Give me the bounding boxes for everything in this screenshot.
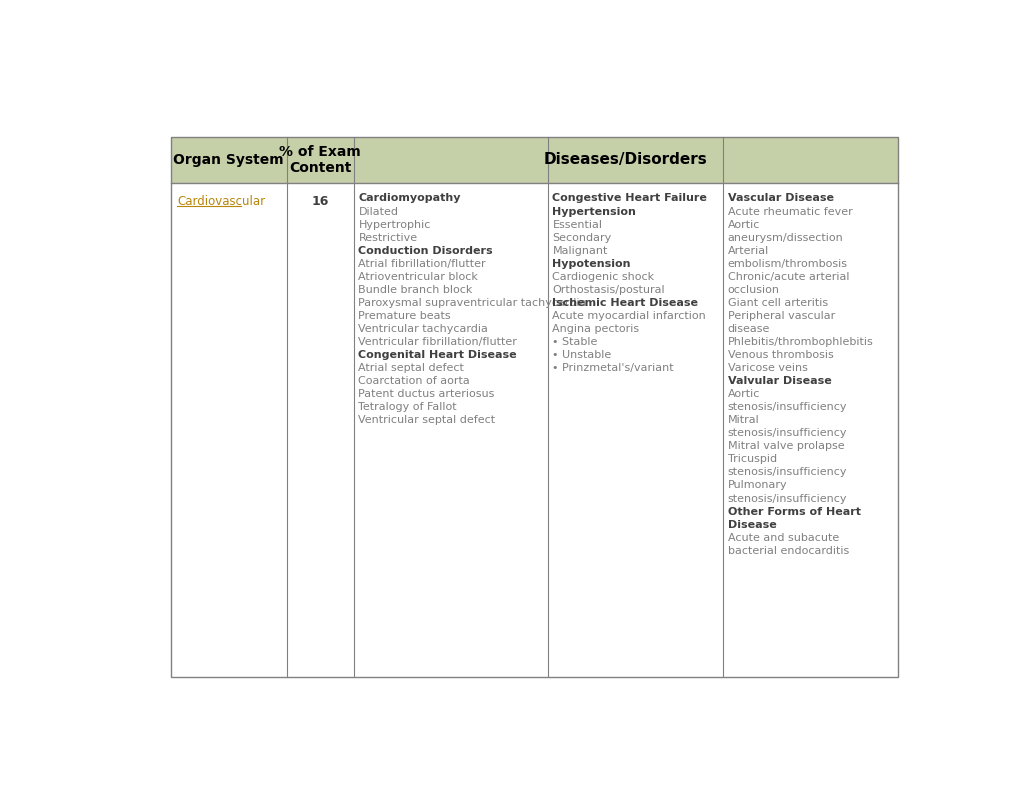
Text: Paroxysmal supraventricular tachycardia: Paroxysmal supraventricular tachycardia <box>358 298 586 308</box>
Bar <box>171 137 286 183</box>
Text: disease: disease <box>727 324 769 334</box>
Text: • Unstable: • Unstable <box>552 350 611 360</box>
Text: Mitral: Mitral <box>727 415 759 426</box>
Text: stenosis/insufficiency: stenosis/insufficiency <box>727 402 847 412</box>
Text: Secondary: Secondary <box>552 232 611 243</box>
Text: Valvular Disease: Valvular Disease <box>727 376 830 386</box>
Text: Acute myocardial infarction: Acute myocardial infarction <box>552 311 705 321</box>
Text: stenosis/insufficiency: stenosis/insufficiency <box>727 493 847 504</box>
Text: Atrial fibrillation/flutter: Atrial fibrillation/flutter <box>358 258 486 269</box>
Bar <box>286 137 354 183</box>
Text: Tetralogy of Fallot: Tetralogy of Fallot <box>358 402 457 412</box>
Text: Acute rheumatic fever: Acute rheumatic fever <box>727 206 852 217</box>
Text: Aortic: Aortic <box>727 389 759 400</box>
Text: Angina pectoris: Angina pectoris <box>552 324 639 334</box>
Text: Vascular Disease: Vascular Disease <box>727 194 833 203</box>
Text: occlusion: occlusion <box>727 284 779 295</box>
Text: bacterial endocarditis: bacterial endocarditis <box>727 545 848 556</box>
Text: Aortic: Aortic <box>727 220 759 229</box>
Text: • Stable: • Stable <box>552 337 597 347</box>
Text: Chronic/acute arterial: Chronic/acute arterial <box>727 272 849 282</box>
Text: Pulmonary: Pulmonary <box>727 481 787 490</box>
Text: Atrial septal defect: Atrial septal defect <box>358 363 464 373</box>
Text: Hypertrophic: Hypertrophic <box>358 220 430 229</box>
Text: Ventricular fibrillation/flutter: Ventricular fibrillation/flutter <box>358 337 517 347</box>
Text: Congestive Heart Failure: Congestive Heart Failure <box>552 194 706 203</box>
Text: Premature beats: Premature beats <box>358 311 450 321</box>
Text: Tricuspid: Tricuspid <box>727 455 776 464</box>
Text: Ventricular tachycardia: Ventricular tachycardia <box>358 324 488 334</box>
Text: Varicose veins: Varicose veins <box>727 363 807 373</box>
Text: Ventricular septal defect: Ventricular septal defect <box>358 415 495 426</box>
Text: • Prinzmetal's/variant: • Prinzmetal's/variant <box>552 363 674 373</box>
Text: Mitral valve prolapse: Mitral valve prolapse <box>727 441 844 452</box>
Text: % of Exam
Content: % of Exam Content <box>279 145 361 175</box>
Text: aneurysm/dissection: aneurysm/dissection <box>727 232 843 243</box>
Text: Disease: Disease <box>727 519 775 530</box>
Text: embolism/thrombosis: embolism/thrombosis <box>727 258 847 269</box>
Text: Bundle branch block: Bundle branch block <box>358 284 473 295</box>
Text: Other Forms of Heart: Other Forms of Heart <box>727 507 860 517</box>
Text: Hypotension: Hypotension <box>552 258 631 269</box>
Text: Restrictive: Restrictive <box>358 232 417 243</box>
Text: Congenital Heart Disease: Congenital Heart Disease <box>358 350 517 360</box>
Text: Dilated: Dilated <box>358 206 398 217</box>
Text: Cardiogenic shock: Cardiogenic shock <box>552 272 654 282</box>
Text: stenosis/insufficiency: stenosis/insufficiency <box>727 428 847 438</box>
Text: Essential: Essential <box>552 220 602 229</box>
Text: Ischemic Heart Disease: Ischemic Heart Disease <box>552 298 698 308</box>
Text: Peripheral vascular: Peripheral vascular <box>727 311 835 321</box>
Text: Cardiomyopathy: Cardiomyopathy <box>358 194 461 203</box>
Text: Arterial: Arterial <box>727 246 768 255</box>
Text: Diseases/Disorders: Diseases/Disorders <box>543 152 707 167</box>
Text: stenosis/insufficiency: stenosis/insufficiency <box>727 467 847 478</box>
Text: Conduction Disorders: Conduction Disorders <box>358 246 492 255</box>
Text: Coarctation of aorta: Coarctation of aorta <box>358 376 470 386</box>
Text: Venous thrombosis: Venous thrombosis <box>727 350 833 360</box>
Text: Cardiovascular: Cardiovascular <box>177 195 265 208</box>
Bar <box>354 137 898 183</box>
Text: Hypertension: Hypertension <box>552 206 636 217</box>
Text: Giant cell arteritis: Giant cell arteritis <box>727 298 827 308</box>
Text: Patent ductus arteriosus: Patent ductus arteriosus <box>358 389 494 400</box>
Text: Acute and subacute: Acute and subacute <box>727 533 838 543</box>
Text: Orthostasis/postural: Orthostasis/postural <box>552 284 664 295</box>
Text: Atrioventricular block: Atrioventricular block <box>358 272 478 282</box>
Text: 16: 16 <box>311 195 328 208</box>
Text: Malignant: Malignant <box>552 246 607 255</box>
Text: Organ System: Organ System <box>173 153 284 167</box>
Bar <box>171 137 898 677</box>
Text: Phlebitis/thrombophlebitis: Phlebitis/thrombophlebitis <box>727 337 872 347</box>
